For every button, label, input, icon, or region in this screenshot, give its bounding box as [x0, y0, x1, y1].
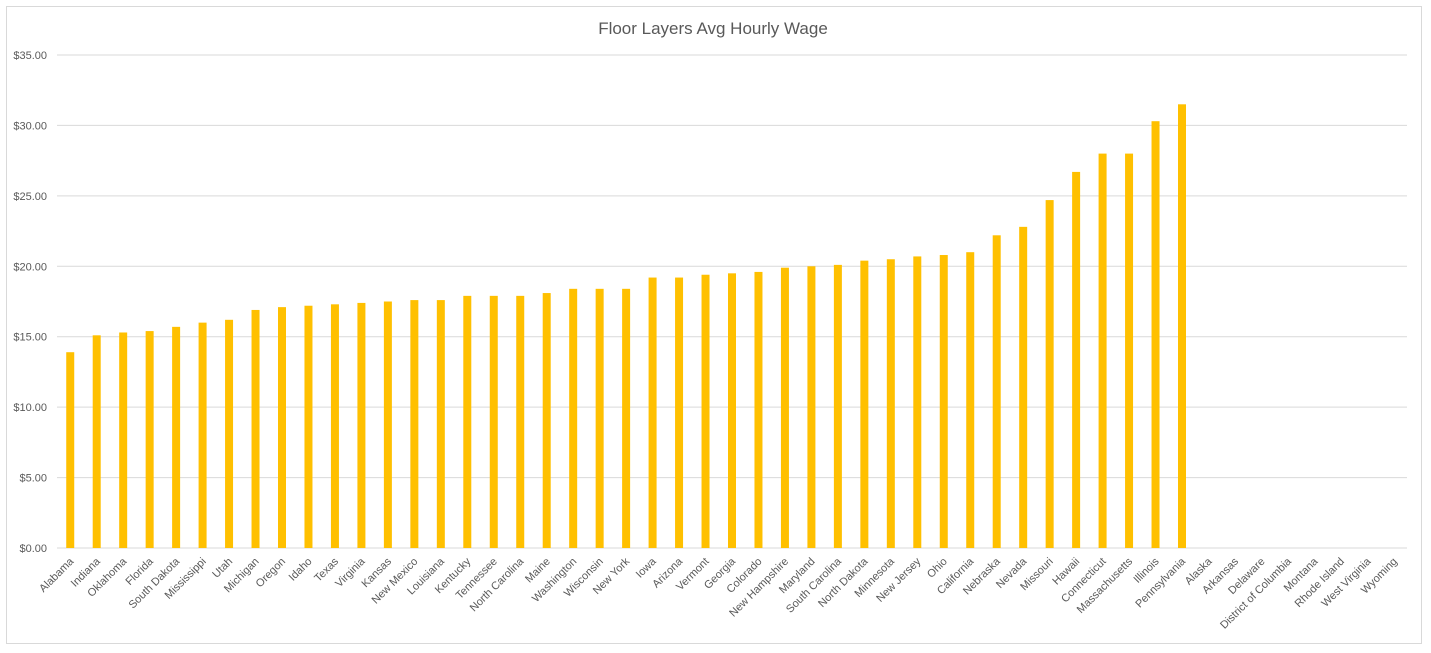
y-tick-label: $15.00	[13, 332, 47, 344]
bar	[463, 295, 472, 548]
bar	[1098, 153, 1107, 548]
bar	[436, 300, 445, 548]
bar	[992, 235, 1001, 548]
bar	[913, 256, 922, 548]
bar	[675, 277, 684, 548]
bar	[648, 277, 657, 548]
bar	[728, 273, 736, 548]
bar	[701, 274, 710, 548]
y-axis-ticks: $0.00 $5.00 $10.00 $15.00 $20.00 $25.00 $30.00…	[13, 50, 47, 555]
bar	[966, 252, 975, 548]
bar	[330, 304, 339, 548]
bar	[92, 335, 101, 548]
bars	[66, 104, 1186, 549]
bar	[66, 352, 75, 548]
x-tick-label: Idaho	[287, 556, 315, 584]
bar	[172, 326, 181, 548]
bar	[860, 260, 869, 548]
bar	[622, 288, 631, 548]
bar	[1125, 153, 1134, 548]
bar	[1151, 121, 1160, 549]
y-tick-label: $30.00	[13, 120, 47, 132]
y-tick-label: $0.00	[19, 543, 47, 555]
bar	[383, 301, 392, 548]
x-tick-label: Alabama	[37, 555, 77, 595]
bar	[1072, 171, 1081, 548]
bar	[1019, 226, 1028, 549]
bar	[145, 331, 154, 548]
bar	[119, 332, 128, 548]
bar	[357, 302, 366, 548]
y-tick-label: $20.00	[13, 261, 47, 273]
y-tick-label: $5.00	[19, 473, 47, 485]
bar	[516, 295, 525, 548]
bar	[780, 267, 789, 548]
y-tick-label: $25.00	[13, 191, 47, 203]
y-tick-label: $10.00	[13, 402, 47, 414]
bar	[198, 322, 207, 548]
bar	[833, 264, 842, 548]
bar	[410, 300, 419, 548]
x-tick-label: Oregon	[254, 556, 288, 590]
bar	[754, 271, 763, 548]
bar	[542, 293, 551, 548]
bar	[278, 307, 286, 548]
bar	[595, 288, 604, 548]
bar	[1045, 200, 1054, 548]
chart-title: Floor Layers Avg Hourly Wage	[598, 19, 828, 38]
bar	[304, 305, 313, 548]
y-tick-label: $35.00	[13, 50, 47, 62]
bar	[939, 255, 948, 548]
bar	[251, 309, 260, 548]
bar	[886, 259, 895, 548]
bar	[569, 288, 578, 548]
bar	[1178, 104, 1186, 549]
bar	[225, 319, 234, 548]
bar	[489, 295, 498, 548]
bar	[807, 266, 816, 548]
